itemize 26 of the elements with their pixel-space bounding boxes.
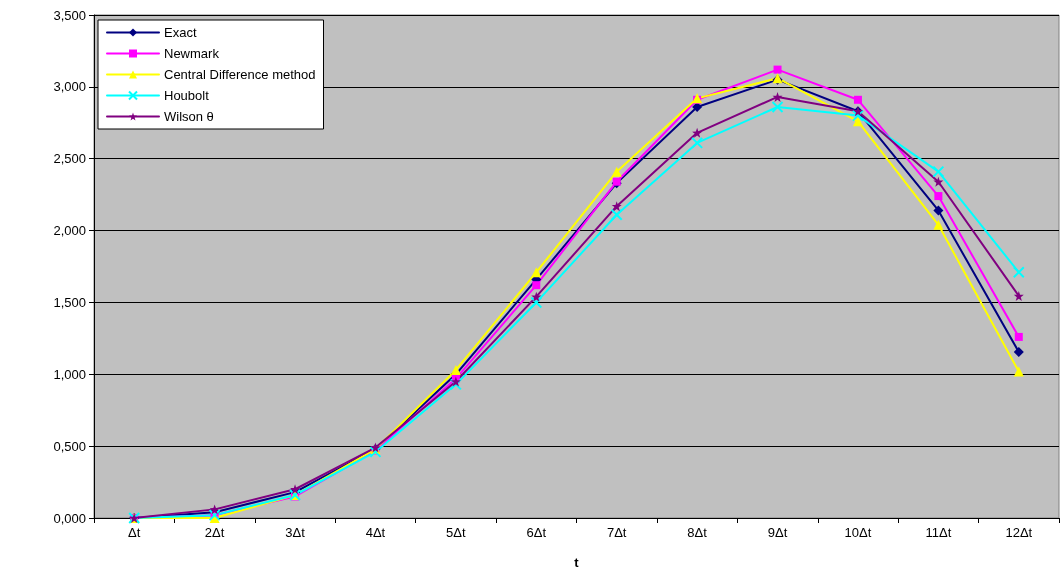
legend-label: Central Difference method — [164, 67, 316, 82]
x-tick-label: 9Δt — [767, 525, 788, 540]
y-tick-label: 0,500 — [53, 438, 86, 454]
x-tick-label: 7Δt — [606, 525, 627, 540]
x-tick-label: 3Δt — [285, 525, 306, 540]
y-tick-label: 3,000 — [53, 79, 86, 95]
x-tick-label: 11Δt — [925, 525, 952, 540]
legend-label: Newmark — [164, 46, 220, 61]
x-axis-title: t — [574, 555, 580, 570]
x-tick-label: 6Δt — [526, 525, 547, 540]
x-tick-label: Δt — [128, 525, 141, 540]
y-tick-label: 1,500 — [53, 294, 86, 310]
x-tick-label: 10Δt — [844, 525, 872, 540]
y-tick-label: 2,000 — [53, 223, 86, 239]
legend-label: Houbolt — [164, 88, 210, 103]
x-tick-label: 12Δt — [1005, 525, 1033, 540]
y-tick-label: 0,000 — [53, 510, 86, 526]
legend-label: Wilson θ — [164, 109, 214, 124]
y-tick-label: 1,000 — [53, 366, 86, 382]
y-tick-label: 3,500 — [53, 7, 86, 23]
x-tick-label: 4Δt — [365, 525, 386, 540]
legend-label: Exact — [164, 25, 197, 40]
x-tick-label: 8Δt — [687, 525, 708, 540]
x-tick-label: 5Δt — [446, 525, 467, 540]
x-tick-label: 2Δt — [204, 525, 225, 540]
y-tick-label: 2,500 — [53, 151, 86, 167]
